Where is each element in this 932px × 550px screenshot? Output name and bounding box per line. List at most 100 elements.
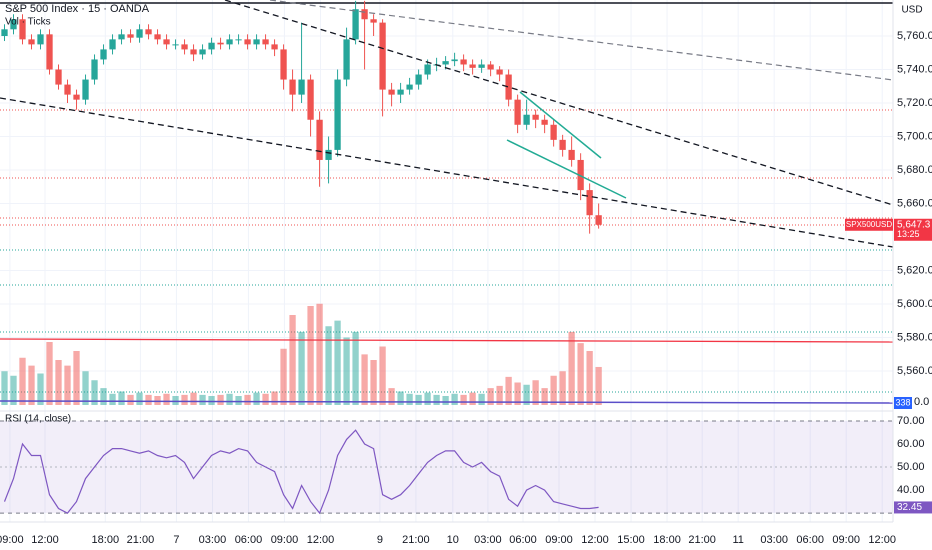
volume-bar	[109, 393, 116, 405]
candle-body	[82, 79, 89, 100]
volume-bar	[307, 306, 314, 405]
volume-bar	[280, 348, 287, 405]
volume-bar	[487, 388, 494, 405]
volume-bar	[352, 331, 359, 405]
volume-bar	[145, 394, 152, 405]
volume-bar	[514, 382, 521, 405]
x-tick-label: 7	[173, 534, 179, 546]
candle-body	[460, 59, 467, 65]
candle-body	[136, 29, 143, 38]
volume-bar	[577, 343, 584, 405]
candle-body	[334, 79, 341, 150]
volume-bar	[370, 360, 377, 405]
x-tick-label: 15:00	[617, 534, 645, 546]
symbol-label: SPX500USD	[846, 220, 892, 229]
candle-body	[181, 44, 188, 50]
volume-bar	[343, 337, 350, 405]
rsi-tick-label: 40.00	[897, 484, 925, 496]
x-tick-label: 03:00	[760, 534, 788, 546]
x-tick-label: 03:00	[474, 534, 502, 546]
volume-bar	[334, 320, 341, 405]
volume-bar	[82, 371, 89, 405]
volume-ma-line	[0, 400, 894, 404]
candle-body	[64, 84, 71, 95]
price-axis-background	[893, 0, 932, 550]
volume-bar	[154, 396, 161, 405]
candle-body	[46, 34, 53, 70]
candle-body	[487, 64, 494, 70]
symbol-badge	[845, 218, 893, 231]
candle-body	[298, 79, 305, 95]
x-tick-label: 09:00	[271, 534, 299, 546]
candle-body	[19, 19, 26, 40]
volume-bar	[496, 385, 503, 405]
volume-bar	[181, 394, 188, 405]
volume-bar	[289, 315, 296, 405]
candle-body	[550, 124, 557, 140]
trend-line	[224, 0, 894, 206]
volume-bar	[73, 351, 80, 405]
y-tick-label: 5,680.0	[897, 164, 932, 176]
grid	[0, 0, 893, 522]
volume-bar	[262, 393, 269, 405]
volume-bar	[424, 392, 431, 405]
volume-bar	[541, 388, 548, 405]
volume-bar	[100, 388, 107, 405]
candle-body	[388, 89, 395, 95]
channel-line	[506, 139, 627, 199]
volume-bar	[1, 371, 8, 405]
candle-body	[505, 74, 512, 100]
drawings	[0, 0, 894, 404]
candle-body	[244, 39, 251, 45]
volume-bar	[397, 391, 404, 405]
volume-bar	[253, 392, 260, 405]
candle-body	[55, 69, 62, 85]
rsi-tick-label: 50.00	[897, 461, 925, 473]
x-tick-label: 21:00	[688, 534, 716, 546]
candle-body	[271, 44, 278, 50]
candle-body	[379, 22, 386, 90]
y-tick-label: 5,740.0	[897, 63, 932, 75]
x-tick-label: 03:00	[199, 534, 227, 546]
candle-body	[343, 39, 350, 80]
candle-body	[307, 79, 314, 120]
marks	[0, 0, 893, 515]
volume-bar	[190, 392, 197, 405]
candle-body	[100, 49, 107, 60]
volume-title: Vol · Ticks	[5, 17, 51, 28]
x-tick-label: 9	[377, 534, 383, 546]
candle-body	[289, 79, 296, 95]
candle-body	[316, 119, 323, 160]
candle-body	[397, 89, 404, 95]
candle-body	[127, 34, 134, 38]
volume-bar	[172, 396, 179, 405]
y-tick-label: 5,560.0	[897, 365, 932, 377]
x-tick-label: 09:00	[832, 534, 860, 546]
candle-body	[595, 215, 602, 225]
volume-label: 338	[895, 397, 910, 407]
volume-bar	[478, 393, 485, 405]
candle-body	[253, 39, 260, 45]
x-tick-label: 21:00	[127, 534, 155, 546]
volume-bar	[469, 392, 476, 405]
candle-body	[235, 39, 242, 41]
candle-body	[109, 39, 116, 50]
candle-body	[451, 59, 458, 62]
volume-bar	[586, 351, 593, 405]
candle-body	[478, 64, 485, 68]
candle-body	[586, 190, 593, 216]
volume-bar	[442, 396, 449, 405]
candle-body	[415, 74, 422, 85]
x-tick-label: 18:00	[653, 534, 681, 546]
y-tick-label: 5,700.0	[897, 130, 932, 142]
candle-body	[523, 114, 530, 125]
candle-body	[280, 49, 287, 80]
volume-bar	[460, 394, 467, 405]
candle-body	[352, 9, 359, 40]
rsi-line	[3, 429, 599, 515]
candle-body	[1, 29, 8, 37]
volume-bar	[10, 375, 17, 405]
axes: 5,760.0 5,740.0 5,720.0 5,700.0 5,680.0 5,660…	[0, 30, 932, 546]
